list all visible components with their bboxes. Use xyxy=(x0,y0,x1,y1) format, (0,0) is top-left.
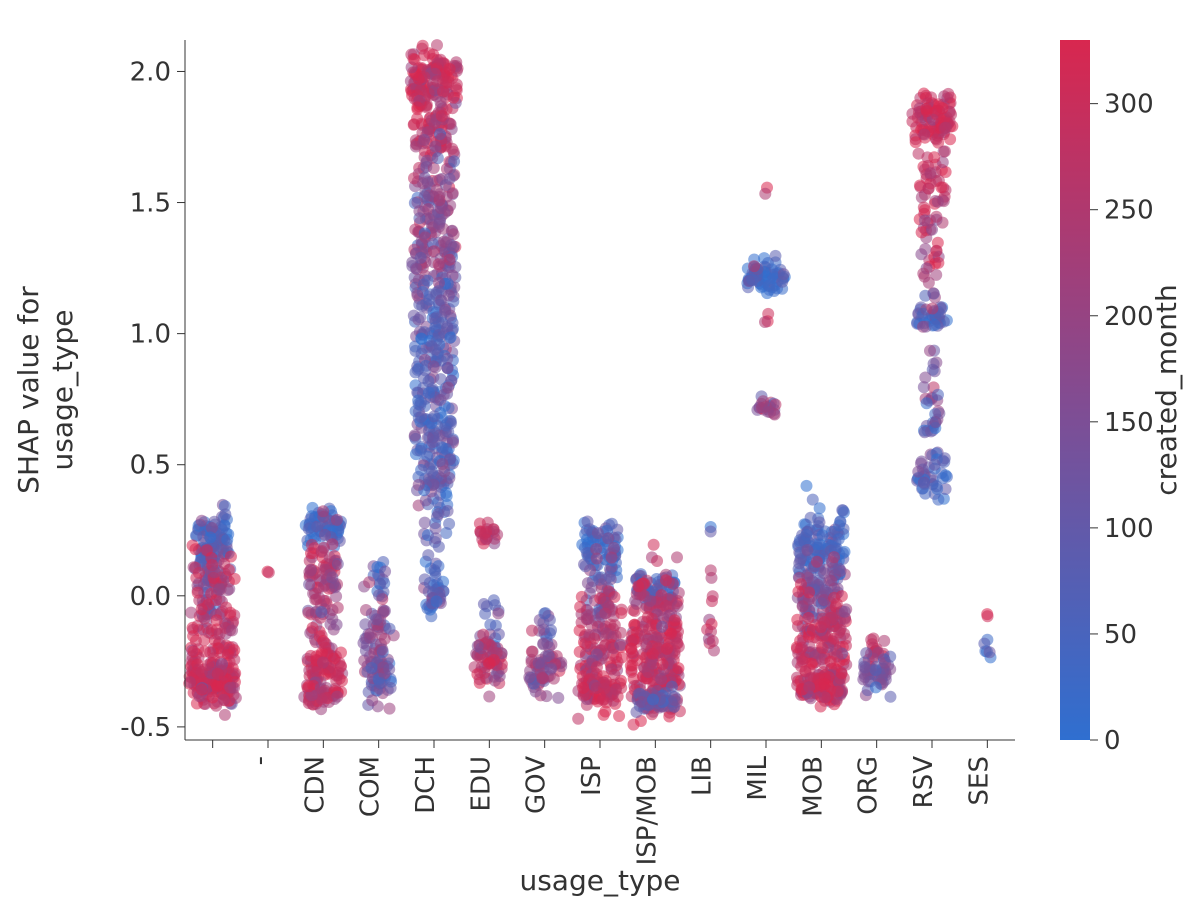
y-tick-label: 2.0 xyxy=(130,57,171,87)
y-axis-label: usage_type xyxy=(46,309,79,470)
points-layer xyxy=(183,39,996,731)
x-tick-label: GOV xyxy=(522,756,552,814)
colorbar-tick-label: 50 xyxy=(1104,620,1137,650)
x-tick-label: ISP/MOB xyxy=(632,756,662,865)
x-tick-label: MOB xyxy=(798,756,828,817)
y-tick-label: -0.5 xyxy=(120,713,171,743)
x-tick-label: RSV xyxy=(909,756,939,809)
shap-scatter-chart: -0.5 0.0 0.5 1.0 1.5 2.0 - CDN COM DCH EDU GOV ISP IS… xyxy=(0,0,1200,906)
y-axis-label: SHAP value for xyxy=(12,286,45,494)
colorbar-tick-label: 250 xyxy=(1104,196,1154,226)
x-axis-label: usage_type xyxy=(519,864,680,897)
x-tick-label: MIL xyxy=(743,755,773,800)
colorbar xyxy=(1060,40,1090,740)
colorbar-tick-label: 300 xyxy=(1104,90,1154,120)
y-tick-label: 1.5 xyxy=(130,189,171,219)
colorbar-tick-label: 100 xyxy=(1104,514,1154,544)
colorbar-tick-label: 200 xyxy=(1104,302,1154,332)
x-tick-label: ORG xyxy=(854,756,884,815)
y-tick-label: 0.5 xyxy=(130,451,171,481)
x-tick-label: - xyxy=(245,756,275,765)
x-tick-label: COM xyxy=(356,756,386,817)
colorbar-label: created_month xyxy=(1150,284,1183,496)
x-tick-label: CDN xyxy=(300,756,330,814)
x-tick-label: LIB xyxy=(688,756,718,796)
colorbar-tick-label: 0 xyxy=(1104,726,1121,756)
y-tick-label: 1.0 xyxy=(130,320,171,350)
colorbar-tick-label: 150 xyxy=(1104,408,1154,438)
x-tick-label: DCH xyxy=(411,756,441,814)
x-tick-label: EDU xyxy=(466,756,496,811)
x-tick-label: ISP xyxy=(577,756,607,796)
y-tick-label: 0.0 xyxy=(130,582,171,612)
x-tick-label: SES xyxy=(964,756,994,805)
